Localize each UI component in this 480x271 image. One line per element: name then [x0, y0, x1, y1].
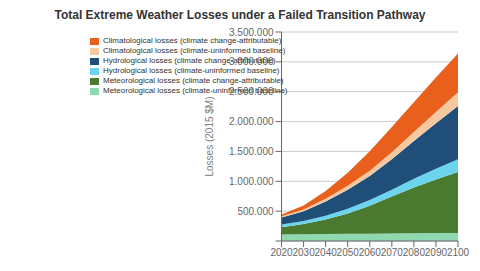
svg-text:2.500.000: 2.500.000: [229, 86, 274, 97]
svg-text:3.000.000: 3.000.000: [229, 56, 274, 67]
svg-text:Losses (2015 $M): Losses (2015 $M): [204, 96, 215, 176]
svg-text:2030: 2030: [292, 247, 315, 258]
svg-text:1.000.000: 1.000.000: [229, 176, 274, 187]
svg-text:2060: 2060: [359, 247, 382, 258]
svg-text:3.500.000: 3.500.000: [229, 27, 274, 38]
svg-text:500.000: 500.000: [237, 206, 274, 217]
svg-text:2050: 2050: [337, 247, 360, 258]
svg-text:2070: 2070: [381, 247, 404, 258]
svg-text:2100: 2100: [447, 247, 470, 258]
svg-text:1.500.000: 1.500.000: [229, 146, 274, 157]
svg-text:2.000.000: 2.000.000: [229, 116, 274, 127]
svg-text:2040: 2040: [315, 247, 338, 258]
svg-text:2090: 2090: [425, 247, 448, 258]
svg-text:2020: 2020: [270, 247, 293, 258]
svg-text:2080: 2080: [403, 247, 426, 258]
